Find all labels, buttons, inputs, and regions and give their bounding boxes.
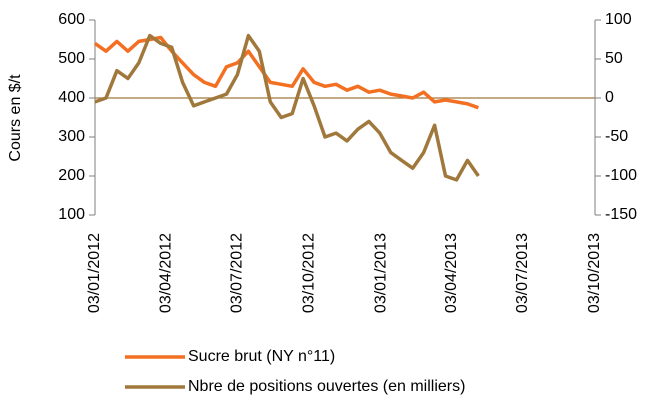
- x-tick-label: 03/07/2012: [229, 233, 246, 313]
- y2-tick-label: 100: [605, 11, 632, 28]
- x-tick-label: 03/01/2012: [86, 233, 103, 313]
- legend-label: Nbre de positions ouvertes (en milliers): [188, 378, 465, 395]
- y-tick-label: 400: [58, 89, 85, 106]
- y2-tick-label: -50: [605, 128, 628, 145]
- y-tick-label: 200: [58, 167, 85, 184]
- legend-label: Sucre brut (NY n°11): [188, 348, 335, 365]
- series-line: [93, 35, 479, 110]
- y2-tick-label: -100: [605, 167, 637, 184]
- x-tick-label: 03/10/2012: [301, 233, 318, 313]
- x-tick-label: 03/01/2013: [373, 233, 390, 313]
- x-tick-label: 03/07/2013: [514, 233, 531, 313]
- y2-tick-label: 0: [605, 89, 614, 106]
- y-tick-label: 600: [58, 11, 85, 28]
- x-tick-label: 03/10/2013: [586, 233, 603, 313]
- x-tick-label: 03/04/2012: [157, 233, 174, 313]
- y-tick-label: 500: [58, 50, 85, 67]
- y-tick-label: 100: [58, 206, 85, 223]
- y-axis-label: Cours en $/t: [7, 74, 24, 162]
- series-line: [94, 33, 480, 182]
- x-tick-label: 03/04/2013: [443, 233, 460, 313]
- y2-tick-label: 50: [605, 50, 623, 67]
- y-tick-label: 300: [58, 128, 85, 145]
- y2-tick-label: -150: [605, 206, 637, 223]
